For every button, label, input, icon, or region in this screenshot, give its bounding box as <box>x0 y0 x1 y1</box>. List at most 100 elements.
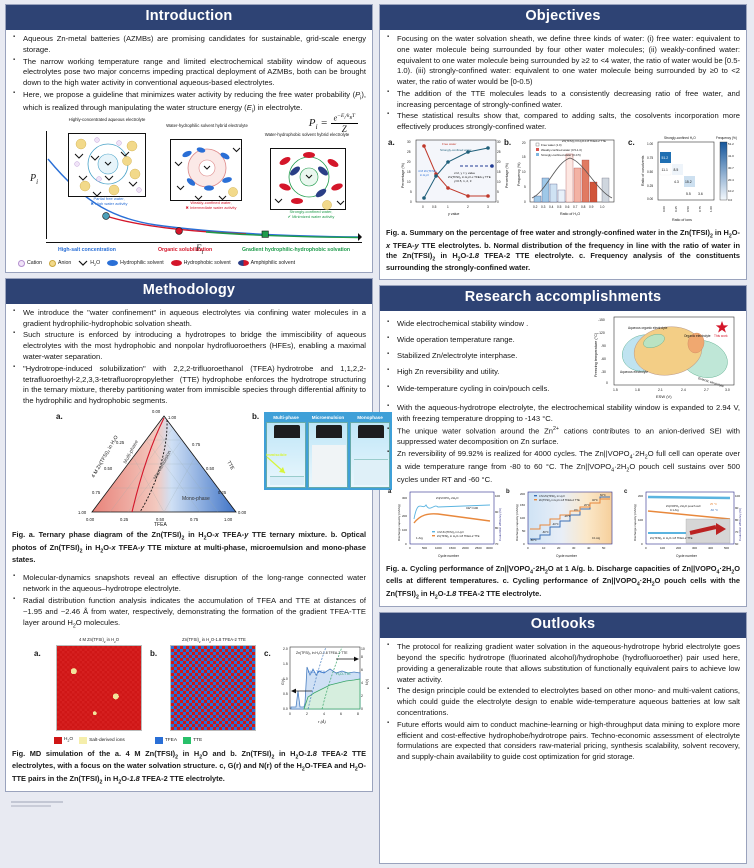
outlooks-body: The protocol for realizing gradient wate… <box>380 638 746 863</box>
svg-text:CE*=100: CE*=100 <box>466 506 478 510</box>
svg-text:0.00: 0.00 <box>662 206 666 212</box>
svg-text:-20°C: -20°C <box>564 514 571 518</box>
x-region-label-2: Organic solubilization <box>158 246 213 253</box>
svg-text:0.0: 0.0 <box>728 198 733 202</box>
list-item: Focusing on the water solvation sheath, … <box>386 33 740 88</box>
svg-text:25 °C: 25 °C <box>710 502 717 506</box>
svg-text:0.75: 0.75 <box>190 517 199 522</box>
svg-text:-60 °C: -60 °C <box>710 508 718 512</box>
research-chart-c: Zn|VOPO₄·2H₂O pouch cell 0.1 A/g 25 °C -… <box>633 491 742 558</box>
svg-text:4: 4 <box>323 712 325 716</box>
legend-hydrophobic: Hydrophobic solvent <box>170 260 231 267</box>
x-region-label-1: High-salt concentration <box>58 246 116 253</box>
svg-text:30: 30 <box>497 140 501 144</box>
svg-text:0.6: 0.6 <box>565 205 570 209</box>
svg-text:ESW (V): ESW (V) <box>656 394 672 399</box>
svg-text:Ratio of ions: Ratio of ions <box>672 218 692 222</box>
svg-text:-60°C: -60°C <box>542 530 549 534</box>
research-title: Research accomplishments <box>380 285 746 311</box>
svg-text:20: 20 <box>522 141 526 145</box>
objectives-caption: Fig. a. Summary on the percentage of fre… <box>386 227 740 273</box>
svg-text:25: 25 <box>407 150 411 154</box>
svg-text:Organic electrolyte: Organic electrolyte <box>684 334 711 338</box>
y-axis-label: Pi <box>30 172 39 186</box>
footer-line-1 <box>11 801 63 804</box>
svg-text:90: 90 <box>495 510 499 514</box>
legend-tfea: TFEA <box>154 736 177 744</box>
svg-text:4 M Zn(TFSI)₂ in H₂O: 4 M Zn(TFSI)₂ in H₂O <box>437 530 465 534</box>
outlooks-title: Outlooks <box>380 613 746 639</box>
svg-text:2000: 2000 <box>462 546 469 550</box>
svg-text:5: 5 <box>497 190 499 194</box>
svg-text:2.0: 2.0 <box>283 647 288 651</box>
svg-text:y value: y value <box>448 212 459 216</box>
svg-text:200: 200 <box>676 546 681 550</box>
svg-text:in H₂O: in H₂O <box>420 173 429 177</box>
svg-text:0: 0 <box>497 200 499 204</box>
svg-text:Free water: Free water <box>442 142 456 146</box>
footer-line-2 <box>11 805 51 808</box>
svg-text:Discharge capacity (mAh/g): Discharge capacity (mAh/g) <box>633 504 637 541</box>
objectives-body: Focusing on the water solvation sheath, … <box>380 29 746 279</box>
svg-text:1.5: 1.5 <box>283 662 288 666</box>
list-item: Wide electrochemical stability window . <box>386 318 588 330</box>
svg-text:This work: This work <box>714 334 728 338</box>
svg-text:1.00: 1.00 <box>647 142 653 146</box>
fig-label-res-a: a <box>388 488 392 495</box>
snapshot-image-2 <box>170 138 242 201</box>
svg-text:0.00: 0.00 <box>152 409 161 414</box>
panel-research: Research accomplishments Wide electroche… <box>379 284 747 608</box>
svg-text:0.1 A/g: 0.1 A/g <box>670 508 679 512</box>
vial-body <box>308 421 348 488</box>
research-figure: a Zn|VOPO₄·2H₂O CE*=100 1 A/g 4 M Zn(TFS… <box>386 488 742 561</box>
svg-text:0.00: 0.00 <box>238 510 247 515</box>
svg-text:30: 30 <box>572 546 576 550</box>
svg-text:200: 200 <box>402 514 407 518</box>
list-item: The protocol for realizing gradient wate… <box>386 641 740 685</box>
svg-text:Ratio of H₂O: Ratio of H₂O <box>560 212 580 216</box>
fig-label-md-c: c. <box>264 648 271 658</box>
svg-text:2.1: 2.1 <box>658 388 663 392</box>
svg-text:0: 0 <box>523 542 525 546</box>
vial-label-monophase: Monophase <box>357 414 383 420</box>
svg-text:2: 2 <box>361 694 363 698</box>
methodology-title: Methodology <box>6 278 372 304</box>
vial-monophase: Monophase <box>350 414 390 488</box>
svg-text:2.4: 2.4 <box>681 388 686 392</box>
svg-text:-80°C: -80°C <box>530 538 537 542</box>
svg-text:0: 0 <box>527 546 529 550</box>
x-axis-label: Ei <box>196 243 204 256</box>
legend-salt-derived-ions: Salt-derived ions <box>79 736 125 744</box>
svg-text:5.5: 5.5 <box>686 192 691 196</box>
svg-text:-40°C: -40°C <box>552 522 559 526</box>
list-item: Wide-temperature cycling in coin/pouch c… <box>386 383 588 395</box>
svg-text:90: 90 <box>735 506 739 510</box>
svg-text:0.75: 0.75 <box>647 156 653 160</box>
svg-text:0.7: 0.7 <box>573 205 578 209</box>
vial-cap <box>316 424 342 438</box>
methodology-bullet-list-2: Molecular-dynamics snapshots reveal an e… <box>12 572 366 630</box>
list-item: Zn reversibility of 99.92% is realized f… <box>386 448 740 486</box>
svg-text:20: 20 <box>497 160 501 164</box>
svg-text:3.0: 3.0 <box>725 388 730 392</box>
svg-text:80: 80 <box>735 518 739 522</box>
svg-text:1.0: 1.0 <box>600 205 605 209</box>
svg-text:0.00: 0.00 <box>86 517 95 522</box>
svg-text:4 M Zn(TFSI)₂ in H₂O: 4 M Zn(TFSI)₂ in H₂O <box>91 434 120 478</box>
svg-text:200: 200 <box>520 492 525 496</box>
svg-text:0.75: 0.75 <box>92 490 101 495</box>
ternary-phase-diagram: Multi-phase Microemulsion Mono-phase 0.0… <box>78 409 247 526</box>
snapshot-title-2: Water-hydrophilic solvent hybrid electro… <box>166 122 248 128</box>
svg-text:0.50: 0.50 <box>104 466 113 471</box>
svg-text:100: 100 <box>735 494 740 498</box>
svg-text:20: 20 <box>407 160 411 164</box>
svg-text:500: 500 <box>422 546 427 550</box>
svg-text:100: 100 <box>638 518 643 522</box>
svg-text:Discharge capacity (mAh/g): Discharge capacity (mAh/g) <box>515 504 519 541</box>
svg-text:0: 0 <box>405 542 407 546</box>
footer-marks <box>5 797 373 813</box>
svg-text:0: 0 <box>422 205 424 209</box>
svg-text:Zn(TFSI)₂ in H₂O-1.8 TFEA-2 TT: Zn(TFSI)₂ in H₂O-1.8 TFEA-2 TTE <box>650 536 693 540</box>
snapshot-note-1: Partial free water, ✖ High water activity <box>90 195 128 206</box>
svg-text:Zn(TFSI)₂ in H₂O-1.8 TFEA-2 TT: Zn(TFSI)₂ in H₂O-1.8 TFEA-2 TTE <box>539 498 580 502</box>
